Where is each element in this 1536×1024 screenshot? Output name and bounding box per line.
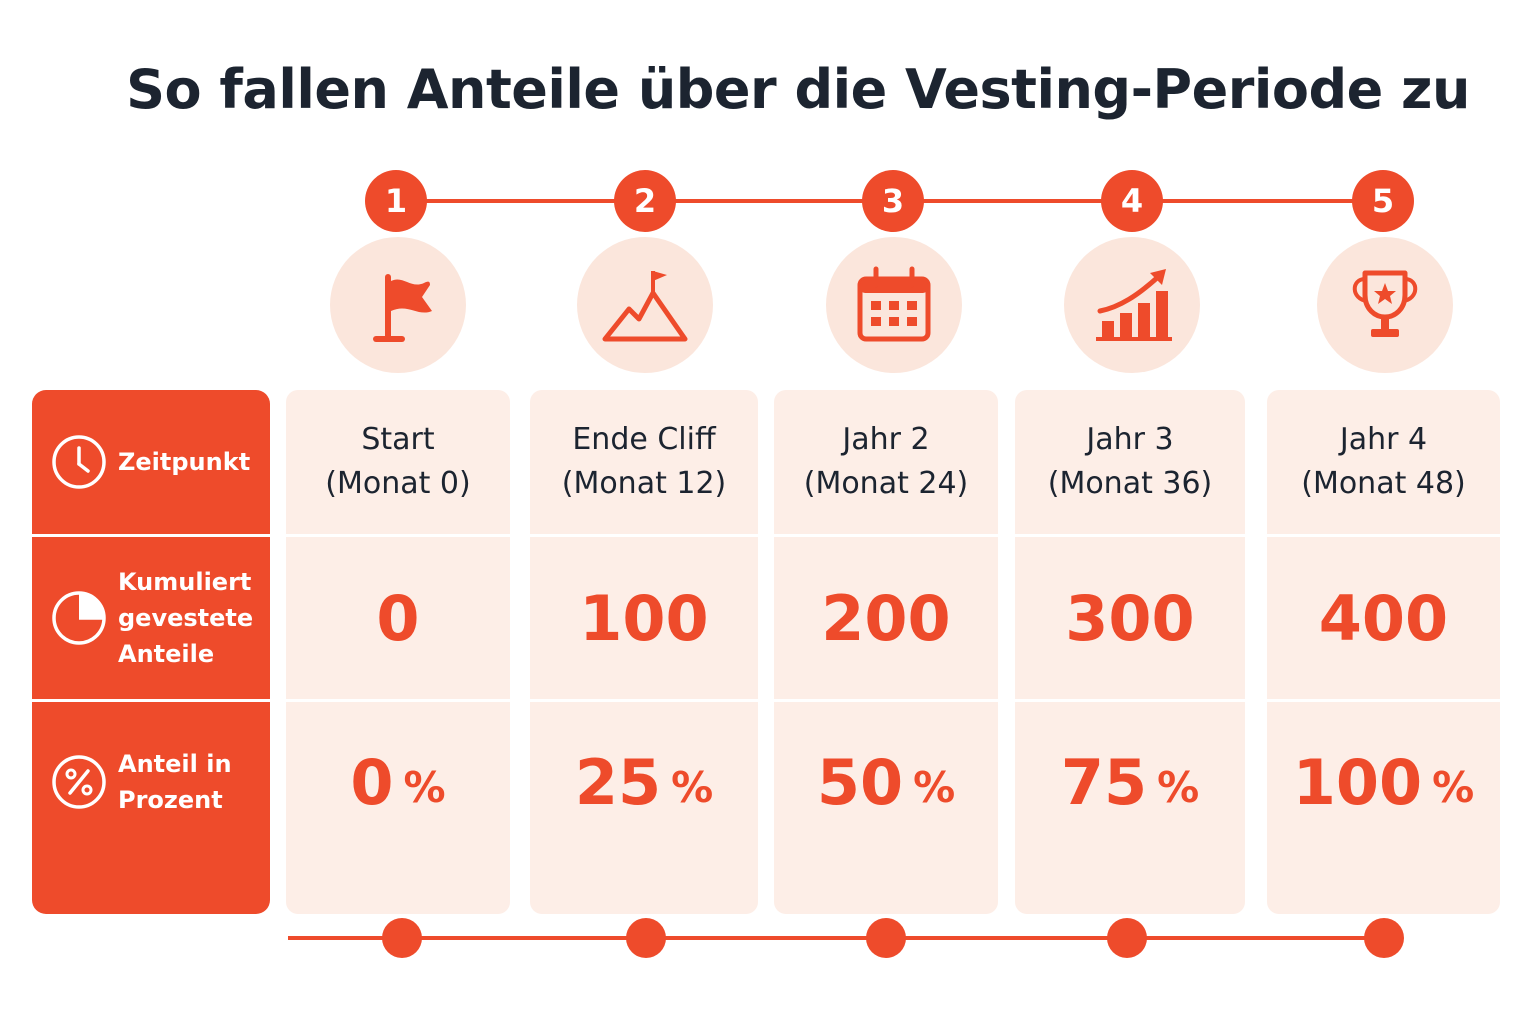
time-label: Ende Cliff [572,422,716,457]
bottom-timeline [288,936,1384,940]
flag-icon [373,274,432,342]
step-badge-3: 3 [862,170,924,232]
row-label-panel: Zeitpunkt Kumuliert gevestete Anteile [32,390,270,914]
step-badge-4: 4 [1101,170,1163,232]
timeline-dot [866,918,906,958]
percent-cell: 75% [1015,702,1245,862]
row-label-time: Zeitpunkt [32,390,270,534]
growth-chart-icon [1096,269,1172,341]
step-badge-1: 1 [365,170,427,232]
time-cell: Ende Cliff (Monat 12) [530,390,758,534]
step-column-3: Jahr 2 (Monat 24) 200 50% [774,390,998,914]
time-cell: Jahr 4 (Monat 48) [1267,390,1500,534]
row-label-line: Kumuliert [118,568,252,596]
time-month: (Monat 24) [803,466,969,501]
trophy-icon [1352,270,1418,337]
time-month: (Monat 12) [561,466,727,501]
percent-cell: 100% [1267,702,1500,862]
row-label-line: Anteile [118,640,215,668]
step-badge-2: 2 [614,170,676,232]
step-column-4: Jahr 3 (Monat 36) 300 75% [1015,390,1245,914]
row-divider [32,534,270,537]
percent-icon [52,755,106,809]
shares-value: 0 [376,581,420,655]
time-cell: Jahr 2 (Monat 24) [774,390,998,534]
shares-value: 300 [1065,581,1195,655]
row-label-line: Prozent [118,786,223,814]
calendar-icon [857,266,931,342]
step-icon-circle-2 [577,237,713,373]
page-title: So fallen Anteile über die Vesting-Perio… [126,58,1470,121]
timeline-dot [1364,918,1404,958]
time-month: (Monat 48) [1301,466,1466,501]
step-column-1: Start (Monat 0) 0 0% [286,390,510,914]
percent-sign: % [913,762,956,812]
step-badge-5: 5 [1352,170,1414,232]
time-month: (Monat 36) [1047,466,1213,501]
shares-value: 200 [821,581,951,655]
pie-chart-icon [52,591,106,645]
time-label: Jahr 3 [1086,422,1174,457]
row-label-line: Anteil in [118,750,232,778]
timeline-dot [626,918,666,958]
shares-value: 100 [579,581,709,655]
percent-value: 100 [1292,745,1423,819]
timeline-dot [1107,918,1147,958]
step-icon-circle-3 [826,237,962,373]
time-label: Start [361,422,435,457]
percent-cell: 50% [774,702,998,862]
step-icon-circle-1 [330,237,466,373]
time-cell: Start (Monat 0) [286,390,510,534]
step-icon-circle-5 [1317,237,1453,373]
time-cell: Jahr 3 (Monat 36) [1015,390,1245,534]
time-month: (Monat 0) [325,466,471,501]
step-icon-circle-4 [1064,237,1200,373]
percent-value: 0 [350,745,394,819]
timeline-dot [382,918,422,958]
mountain-flag-icon [602,271,688,342]
percent-sign: % [403,762,446,812]
percent-sign: % [1157,762,1200,812]
clock-icon [52,435,106,489]
time-label: Jahr 4 [1339,422,1428,457]
percent-sign: % [1432,762,1475,812]
percent-cell: 0% [286,702,510,862]
row-label-percent: Anteil in Prozent [32,702,270,862]
step-column-5: Jahr 4 (Monat 48) 400 100% [1267,390,1500,914]
step-column-2: Ende Cliff (Monat 12) 100 25% [530,390,758,914]
percent-cell: 25% [530,702,758,862]
shares-value: 400 [1318,581,1449,655]
row-label-text: Zeitpunkt [118,448,251,476]
percent-value: 75 [1060,745,1148,819]
row-divider [32,699,270,702]
percent-sign: % [671,762,714,812]
percent-value: 25 [574,745,662,819]
row-label-line: gevestete [118,604,254,632]
time-label: Jahr 2 [842,422,930,457]
percent-value: 50 [816,745,904,819]
row-label-shares: Kumuliert gevestete Anteile [32,537,270,699]
